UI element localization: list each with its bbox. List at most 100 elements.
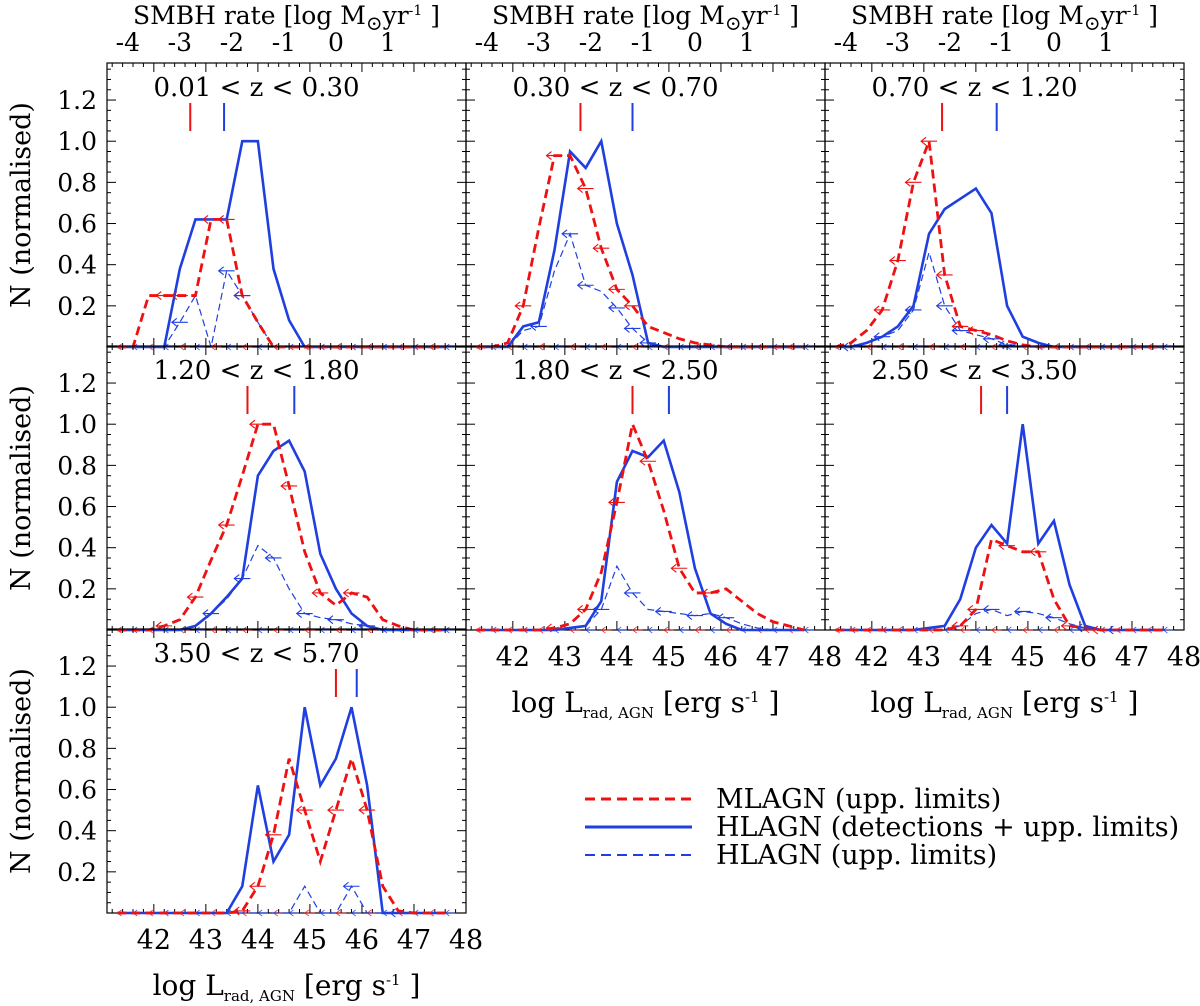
series-hlagn-all	[476, 137, 805, 349]
series-hlagn-upper-limits	[476, 564, 805, 631]
y-tick-label: 1.2	[57, 86, 97, 115]
series-hlagn-all	[117, 706, 446, 915]
upper-limit-arrow-hlagn	[623, 588, 641, 598]
baseline-arrow	[959, 626, 971, 634]
upper-limit-arrow-hlagn	[327, 615, 344, 625]
baseline-arrow	[585, 343, 596, 351]
legend-label-1: MLAGN (upp. limits)	[716, 784, 1001, 815]
x-tick-label: 42	[137, 925, 171, 956]
x-tick-label: 43	[907, 642, 941, 673]
upper-limit-arrow-hlagn	[170, 317, 188, 327]
y-tick-label: 0.4	[57, 534, 97, 563]
panel-redshift-title: 3.50 < z < 5.70	[153, 639, 359, 669]
series-mlagn	[117, 422, 446, 632]
baseline-arrow	[319, 626, 331, 634]
upper-limit-arrow-hlagn	[608, 303, 625, 313]
top-tick-label: 1	[739, 28, 755, 57]
upper-limit-arrow-mlagn	[935, 270, 953, 280]
upper-limit-arrow-mlagn	[186, 592, 204, 602]
baseline-arrow	[803, 626, 815, 634]
upper-limit-arrow-hlagn	[686, 611, 703, 621]
series-hlagn-all	[835, 186, 1164, 349]
legend-label-3: HLAGN (upp. limits)	[716, 840, 997, 871]
upper-limit-arrow-hlagn	[623, 324, 641, 333]
baseline-arrow	[803, 343, 815, 351]
upper-limit-arrow-mlagn	[998, 541, 1016, 551]
upper-limit-arrow-hlagn	[529, 321, 547, 331]
upper-limit-arrow-mlagn	[249, 881, 266, 891]
baseline-arrow	[881, 343, 893, 351]
series-hlagn-all	[117, 139, 446, 349]
panel-frame	[824, 62, 1185, 348]
top-tick-label: -4	[834, 28, 858, 57]
x-tick-label: 47	[756, 642, 790, 673]
baseline-arrow	[1162, 626, 1174, 634]
top-tick-label: 0	[328, 28, 344, 57]
x-tick-label: 48	[449, 925, 483, 956]
upper-limit-arrow-hlagn	[561, 229, 579, 239]
top-tick-label: -3	[527, 28, 551, 57]
panel-7: 0.2 0.4 0.6 0.8 1.0 1.2 N (normalised) 42 43 44 45…	[6, 628, 483, 1005]
panel-4: 0.2 0.4 0.6 0.8 1.0 1.2 N (normalised) 1.20 < z…	[6, 345, 467, 634]
x-tick-label: 48	[1167, 642, 1200, 673]
series-mlagn	[117, 753, 446, 915]
upper-limit-arrow-hlagn	[873, 332, 891, 342]
panel-frame	[465, 62, 826, 348]
upper-limit-arrow-hlagn	[935, 301, 953, 311]
upper-limit-arrow-mlagn	[545, 623, 563, 633]
top-axis-label: SMBH rate [log M⊙yr-1 ]	[851, 1, 1158, 35]
panel-frame	[465, 345, 826, 631]
x-tick-label: 48	[808, 642, 842, 673]
y-tick-label: 1.0	[57, 127, 97, 156]
baseline-arrow	[257, 626, 269, 634]
upper-limit-arrow-mlagn	[1029, 547, 1047, 557]
upper-limit-arrow-mlagn	[608, 284, 625, 294]
upper-limit-arrow-mlagn	[342, 588, 360, 598]
x-tick-label: 47	[1115, 642, 1149, 673]
top-tick-label: 1	[1098, 28, 1114, 57]
upper-limit-arrow-mlagn	[701, 588, 719, 598]
upper-limit-arrow-mlagn	[639, 456, 657, 466]
baseline-arrow	[1006, 626, 1018, 634]
baseline-arrow	[522, 343, 534, 351]
upper-limit-arrow-mlagn	[202, 214, 220, 224]
baseline-arrow	[226, 626, 237, 634]
top-tick-label: -1	[631, 28, 655, 57]
upper-limit-arrow-hlagn	[951, 326, 969, 335]
upper-limit-arrow-hlagn	[1076, 623, 1094, 633]
upper-limit-arrow-hlagn	[233, 291, 251, 300]
y-tick-label: 0.6	[57, 776, 97, 805]
upper-limit-arrow-mlagn	[967, 604, 984, 614]
upper-limit-arrow-mlagn	[170, 291, 188, 300]
upper-limit-arrow-mlagn	[358, 805, 376, 815]
x-tick-label: 44	[600, 642, 634, 673]
baseline-arrow	[663, 626, 674, 634]
x-tick-label: 46	[704, 642, 738, 673]
upper-limit-arrow-mlagn	[623, 301, 641, 311]
top-tick-label: -2	[938, 28, 962, 57]
y-tick-label: 1.2	[57, 369, 97, 398]
upper-limit-arrow-hlagn	[654, 607, 672, 616]
x-tick-label: 45	[1011, 642, 1045, 673]
baseline-arrow	[444, 626, 456, 634]
baseline-arrow	[553, 343, 565, 351]
baseline-arrow	[1053, 626, 1065, 634]
x-axis-label: log Lrad, AGN [erg s-1 ]	[871, 686, 1139, 722]
top-axis-label: SMBH rate [log M⊙yr-1 ]	[492, 1, 799, 35]
baseline-arrow	[1068, 626, 1080, 634]
y-tick-label: 1.2	[57, 652, 97, 681]
x-tick-label: 42	[496, 642, 530, 673]
baseline-arrow	[975, 626, 987, 634]
upper-limit-arrow-mlagn	[1060, 621, 1078, 631]
y-tick-label: 0.8	[57, 451, 97, 480]
baseline-arrow	[226, 343, 237, 351]
y-axis-label: N (normalised)	[6, 385, 37, 591]
top-tick-label: 0	[687, 28, 703, 57]
upper-limit-arrow-mlagn	[249, 419, 266, 429]
baseline-arrow	[444, 909, 456, 917]
series-mlagn	[835, 140, 1164, 349]
upper-limit-arrow-mlagn	[545, 151, 563, 161]
baseline-arrow	[335, 909, 347, 917]
y-tick-label: 1.0	[57, 410, 97, 439]
upper-limit-arrow-mlagn	[264, 830, 282, 840]
